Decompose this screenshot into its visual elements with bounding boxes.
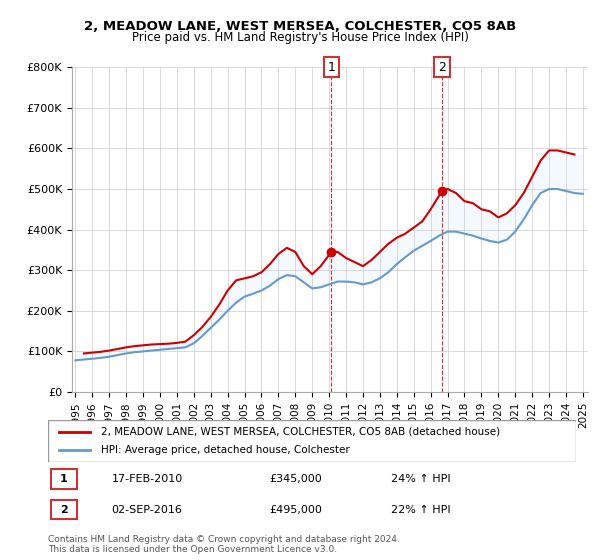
Text: 24% ↑ HPI: 24% ↑ HPI [391,474,451,484]
FancyBboxPatch shape [50,500,77,519]
Text: 2: 2 [60,505,68,515]
Text: HPI: Average price, detached house, Colchester: HPI: Average price, detached house, Colc… [101,445,350,455]
Text: 2, MEADOW LANE, WEST MERSEA, COLCHESTER, CO5 8AB: 2, MEADOW LANE, WEST MERSEA, COLCHESTER,… [84,20,516,32]
Text: Price paid vs. HM Land Registry's House Price Index (HPI): Price paid vs. HM Land Registry's House … [131,31,469,44]
Text: 2, MEADOW LANE, WEST MERSEA, COLCHESTER, CO5 8AB (detached house): 2, MEADOW LANE, WEST MERSEA, COLCHESTER,… [101,427,500,437]
Text: £345,000: £345,000 [270,474,323,484]
Text: 17-FEB-2010: 17-FEB-2010 [112,474,182,484]
Text: 1: 1 [60,474,68,484]
Text: 22% ↑ HPI: 22% ↑ HPI [391,505,451,515]
Text: 2: 2 [438,60,446,74]
Text: 02-SEP-2016: 02-SEP-2016 [112,505,182,515]
Text: 1: 1 [328,60,335,74]
FancyBboxPatch shape [50,469,77,489]
FancyBboxPatch shape [48,420,576,462]
Text: £495,000: £495,000 [270,505,323,515]
Text: Contains HM Land Registry data © Crown copyright and database right 2024.
This d: Contains HM Land Registry data © Crown c… [48,535,400,554]
